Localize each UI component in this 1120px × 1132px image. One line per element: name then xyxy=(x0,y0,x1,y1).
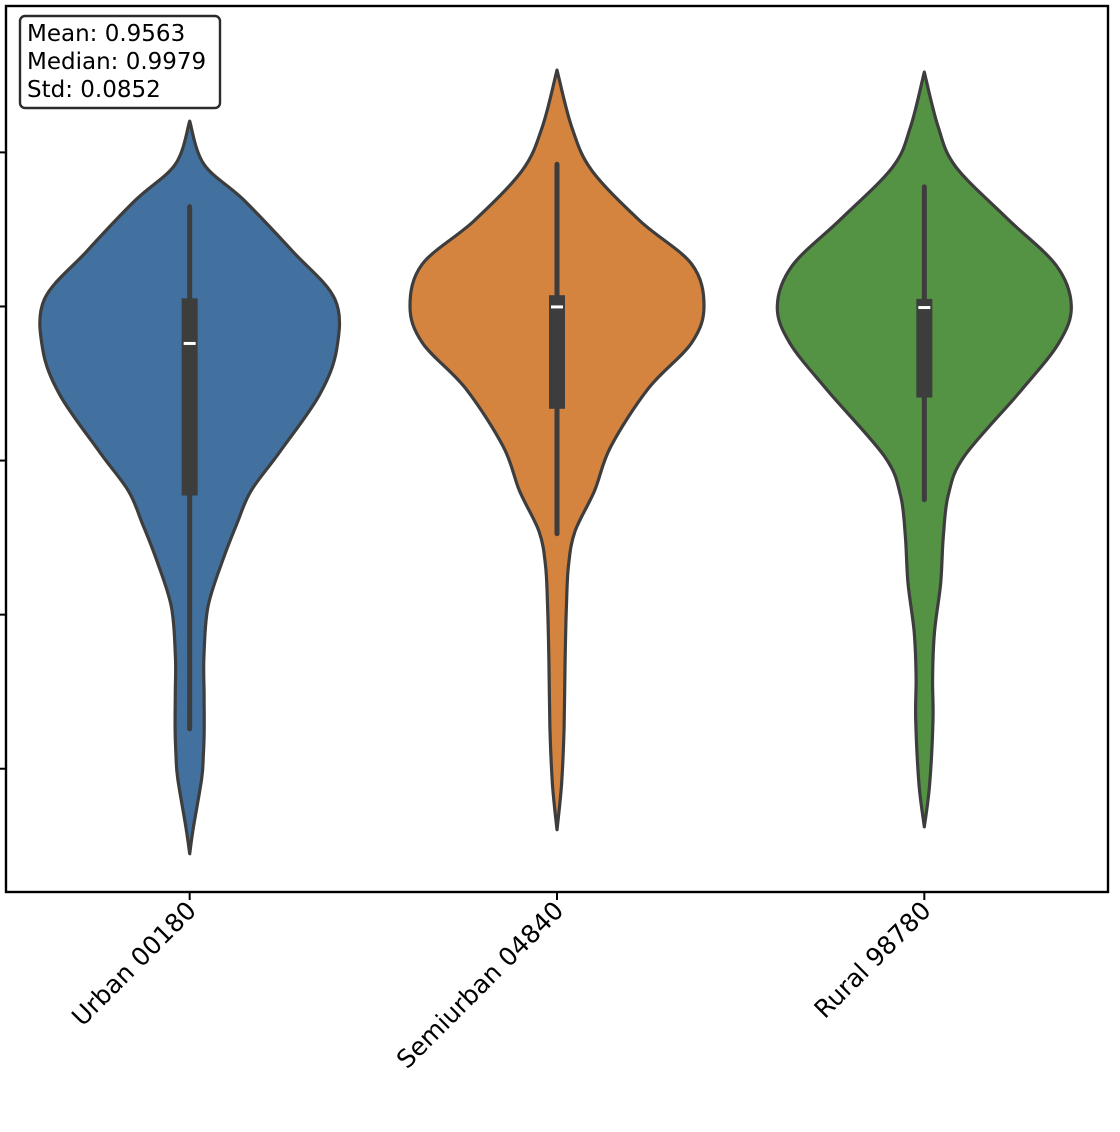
stats-box: Mean: 0.9563 Median: 0.9979 Std: 0.0852 xyxy=(18,14,222,110)
x-tick-label-semiurban-04840: Semiurban 04840 xyxy=(391,896,569,1074)
stats-std: Std: 0.0852 xyxy=(27,77,161,103)
x-tick-label-urban-00180: Urban 00180 xyxy=(66,896,202,1032)
stats-median: Median: 0.9979 xyxy=(27,49,206,75)
x-axis-ticks: Urban 00180 Semiurban 04840 Rural 98780 xyxy=(66,892,937,1074)
x-tick-label-rural-98780: Rural 98780 xyxy=(809,896,937,1024)
violin-rural-98780 xyxy=(775,70,1073,829)
violin-semiurban-04840 xyxy=(408,68,706,832)
stats-box-frame xyxy=(18,14,222,110)
iqr-box-rural-98780 xyxy=(916,298,933,398)
stats-mean: Mean: 0.9563 xyxy=(27,21,185,47)
iqr-box-semiurban-04840 xyxy=(549,295,565,409)
y-axis-ticks xyxy=(0,151,6,770)
violins xyxy=(38,68,1073,856)
iqr-box-urban-00180 xyxy=(181,298,198,496)
violin-urban-00180 xyxy=(38,119,342,856)
